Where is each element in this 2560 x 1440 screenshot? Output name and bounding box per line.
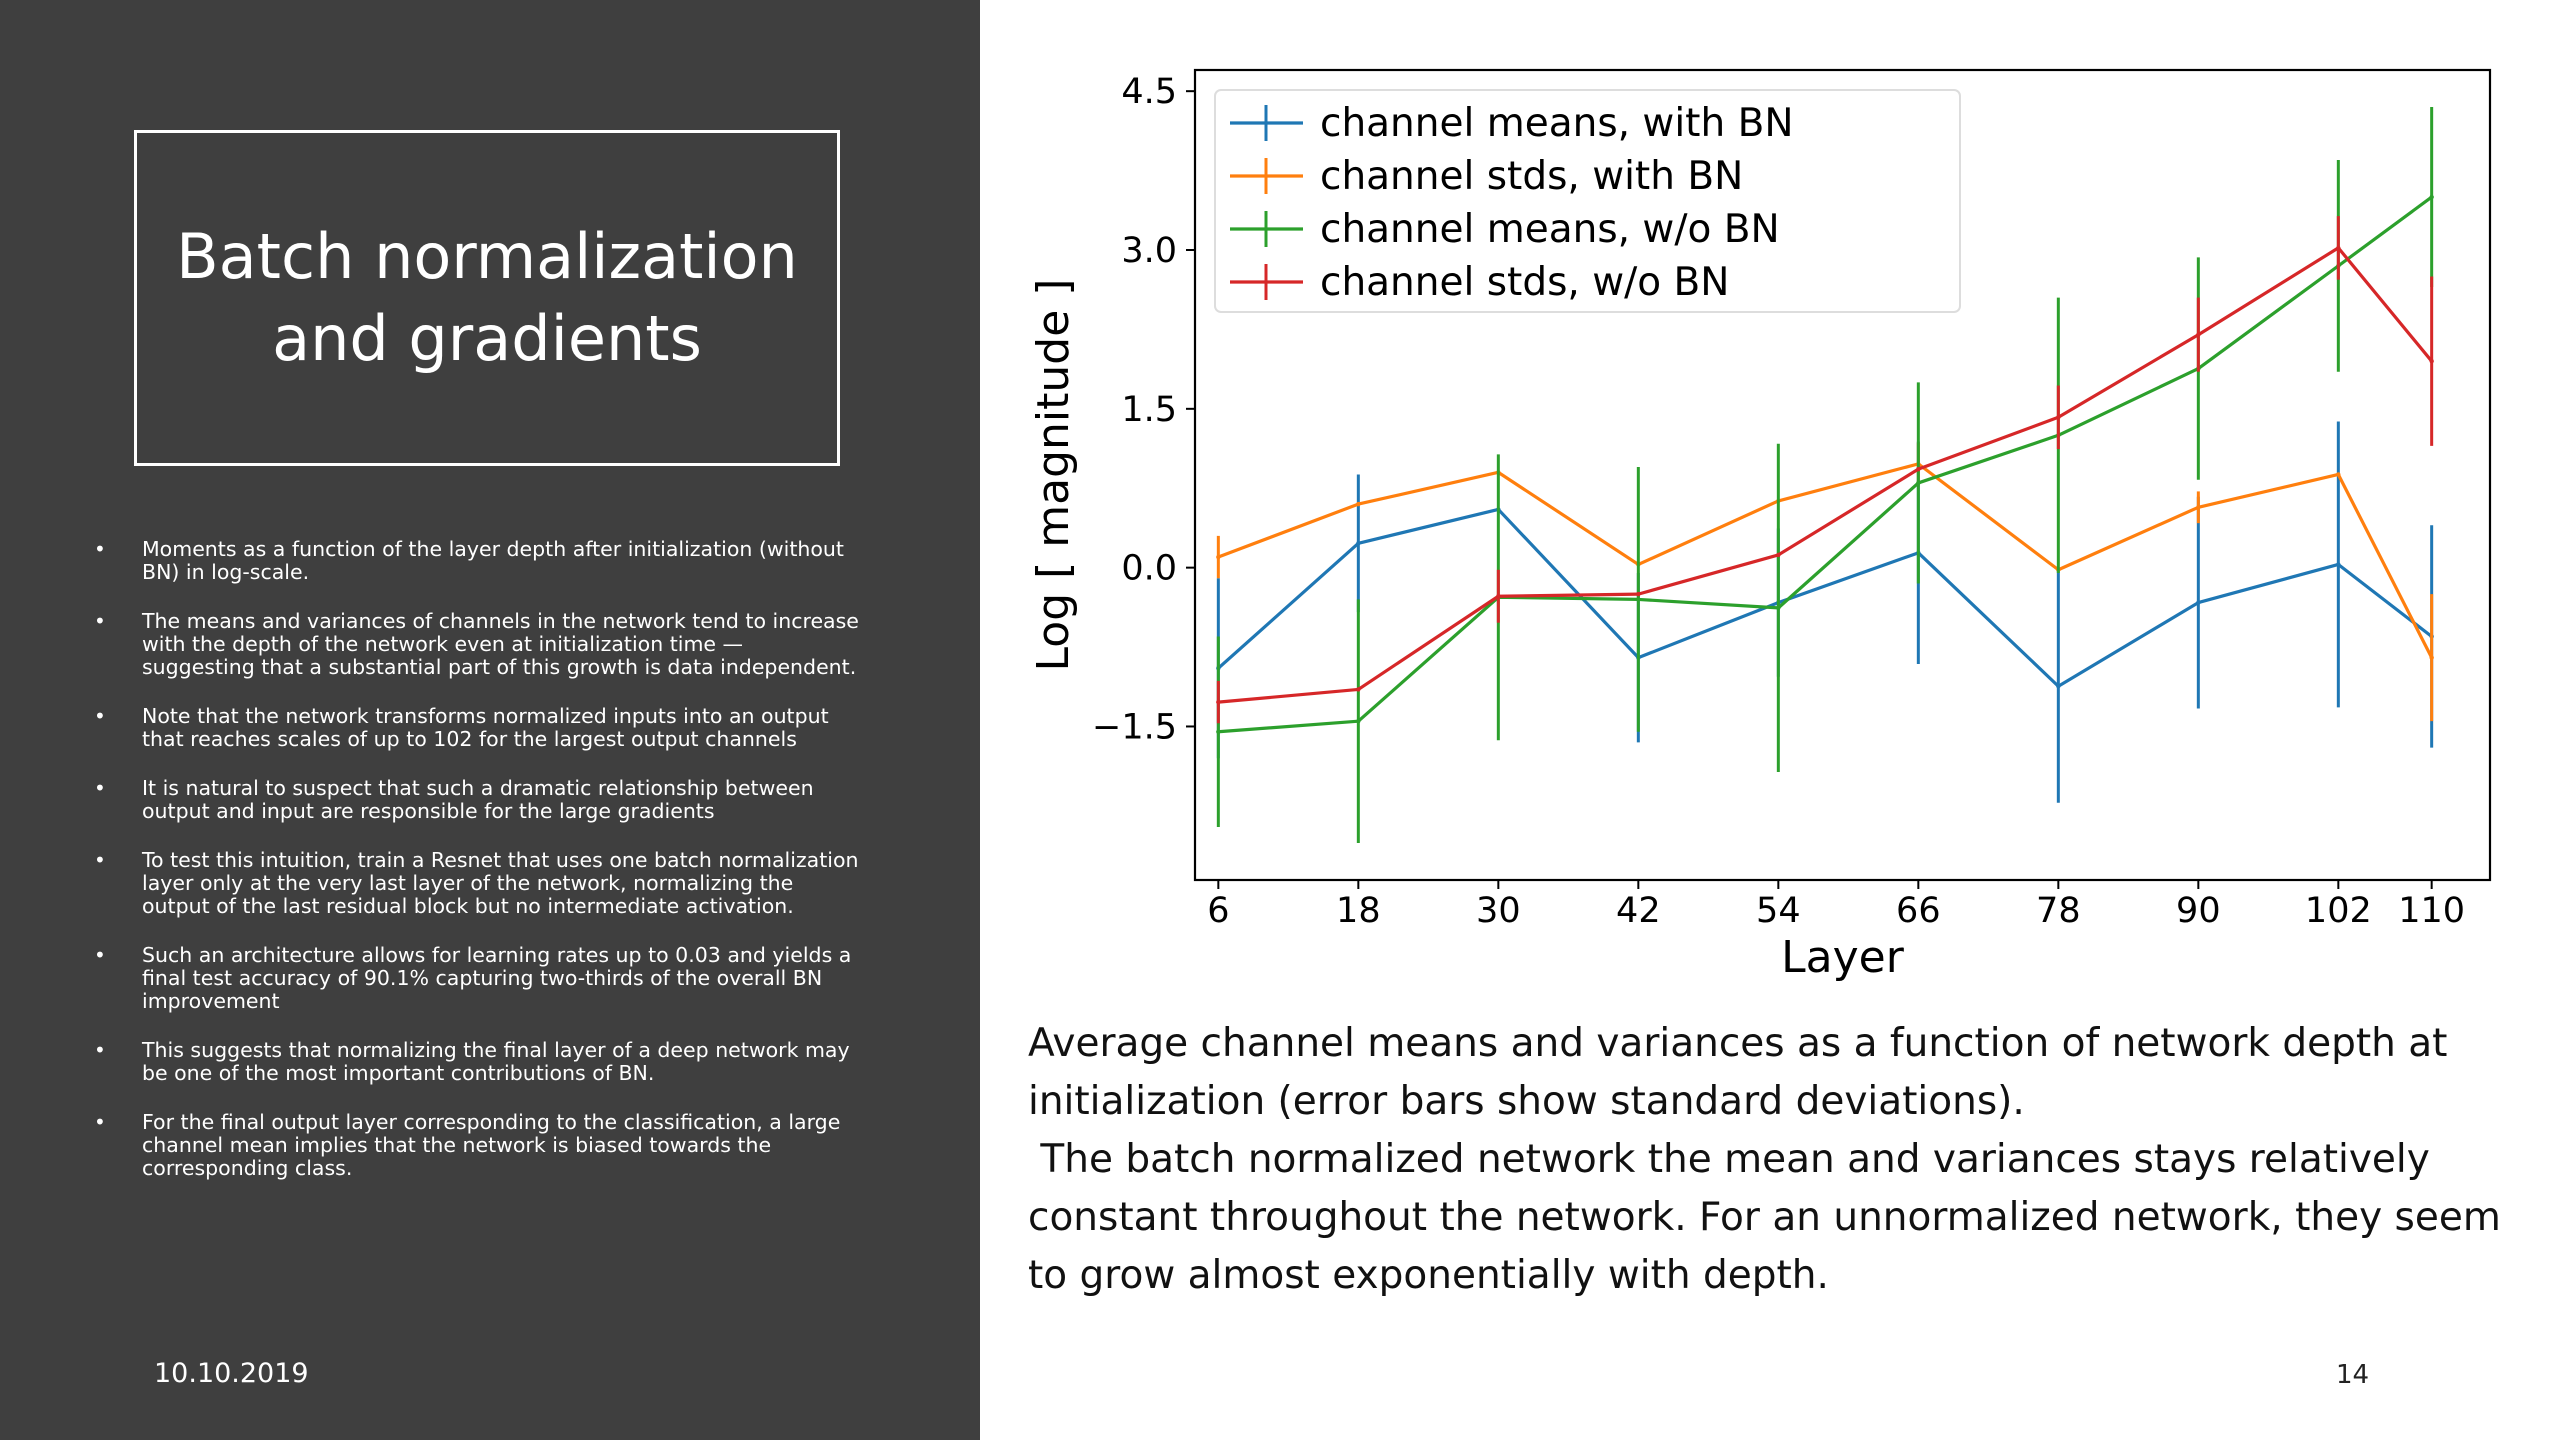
series-line-2 (1217, 462, 2434, 659)
x-tick-label: 110 (2398, 891, 2465, 931)
data-point (2429, 194, 2434, 200)
data-point (2336, 245, 2341, 251)
bullet-item: • It is natural to suspect that such a dr… (92, 777, 862, 823)
bullet-dot: • (94, 537, 106, 561)
figure-caption: Average channel means and variances as a… (1028, 1015, 2538, 1305)
slide-date: 10.10.2019 (154, 1358, 309, 1389)
bullet-item: • Moments as a function of the layer dept… (92, 538, 862, 584)
bullet-text: Note that the network transforms normali… (142, 704, 829, 751)
bullet-item: • For the final output layer correspondin… (92, 1111, 862, 1180)
bullet-text: Such an architecture allows for learning… (142, 943, 852, 1013)
y-tick-label: 3.0 (1121, 231, 1177, 271)
data-point (1356, 541, 1361, 546)
bullet-text: The means and variances of channels in t… (142, 609, 859, 679)
series-line-4 (1218, 246, 2433, 704)
x-tick-label: 54 (1756, 891, 1801, 931)
bullet-dot: • (94, 609, 106, 633)
y-tick-label: −1.5 (1092, 707, 1177, 747)
title-box: Batch normalization and gradients (134, 130, 840, 466)
caption-line: Average channel means and variances as a… (1028, 1021, 2448, 1066)
legend-label: channel stds, w/o BN (1320, 260, 1729, 305)
data-point (2196, 332, 2201, 337)
bullet-item: • Note that the network transforms normal… (92, 705, 862, 751)
line-chart: 6 18 30 42 54 66 78 90 102 110 −1.5 0.0 1.5 3.0 4.5 Lay… (1028, 68, 2492, 983)
data-point (1216, 699, 1221, 705)
legend-label: channel stds, with BN (1320, 154, 1743, 199)
x-axis-label: Layer (1781, 932, 1905, 983)
bullet-text: It is natural to suspect that such a dra… (142, 776, 814, 823)
caption-line: The batch normalized network the mean an… (1028, 1137, 2430, 1182)
data-point (1776, 605, 1781, 611)
data-point (1496, 594, 1501, 599)
data-point (2056, 415, 2061, 420)
slide-title: Batch normalization and gradients (176, 220, 798, 375)
left-panel: Batch normalization and gradients • Momen… (0, 0, 980, 1440)
x-tick-label: 102 (2305, 891, 2372, 931)
x-tick-label: 30 (1476, 891, 1521, 931)
data-point (2336, 472, 2341, 477)
data-point (1216, 554, 1221, 560)
legend-label: channel means, with BN (1320, 101, 1794, 146)
data-point (2196, 600, 2201, 605)
legend-box (1214, 89, 1961, 313)
bullet-item: • This suggests that normalizing the fina… (92, 1039, 862, 1085)
bullet-item: • The means and variances of channels in … (92, 610, 862, 679)
data-point (1216, 729, 1221, 734)
y-tick-label: 0.0 (1121, 549, 1177, 589)
y-tick-label: 4.5 (1121, 72, 1177, 112)
data-point (2056, 684, 2061, 689)
bullet-text: For the final output layer corresponding… (142, 1110, 841, 1180)
legend-label: channel means, w/o BN (1320, 207, 1780, 252)
series-line-3 (1218, 195, 2433, 734)
x-tick-label: 6 (1207, 891, 1229, 931)
bullet-item: • Such an architecture allows for learnin… (92, 944, 862, 1013)
data-point (1356, 687, 1361, 692)
bullet-dot: • (94, 704, 106, 728)
bullet-dot: • (94, 776, 106, 800)
data-point (1916, 480, 1921, 486)
data-point (1356, 718, 1361, 724)
page-number: 14 (2336, 1360, 2370, 1390)
bullet-dot: • (94, 1038, 106, 1062)
caption-line: constant throughout the network. For an … (1028, 1195, 2501, 1240)
bullet-text: This suggests that normalizing the final… (142, 1038, 850, 1085)
data-point (1636, 597, 1641, 602)
bullet-dot: • (94, 943, 106, 967)
data-point (2429, 358, 2434, 364)
bullet-text: To test this intuition, train a Resnet t… (142, 848, 859, 918)
x-tick-label: 18 (1336, 891, 1381, 931)
bullet-item: • To test this intuition, train a Resnet … (92, 849, 862, 918)
x-tick-label: 42 (1616, 891, 1661, 931)
series-line-1 (1217, 507, 2433, 688)
x-tick-label: 78 (2036, 891, 2081, 931)
y-tick-label: 1.5 (1121, 390, 1177, 430)
y-axis-label: Log [ magnitude ] (1028, 279, 1079, 672)
data-point (1356, 501, 1361, 507)
data-point (1636, 591, 1641, 597)
bullet-list: • Moments as a function of the layer dept… (92, 538, 862, 1206)
plot-frame (1193, 68, 2492, 882)
data-point (2429, 655, 2434, 660)
data-point (1916, 466, 1921, 472)
x-tick-label: 66 (1896, 891, 1941, 931)
bullet-dot: • (94, 848, 106, 872)
data-point (1776, 552, 1781, 558)
caption-line: to grow almost exponentially with depth. (1028, 1253, 1829, 1298)
bullet-text: Moments as a function of the layer depth… (142, 537, 844, 584)
data-point (2336, 562, 2341, 567)
x-tick-label: 90 (2176, 891, 2221, 931)
caption-line: initialization (error bars show standard… (1028, 1079, 2025, 1124)
data-point (2196, 505, 2201, 510)
bullet-dot: • (94, 1110, 106, 1134)
